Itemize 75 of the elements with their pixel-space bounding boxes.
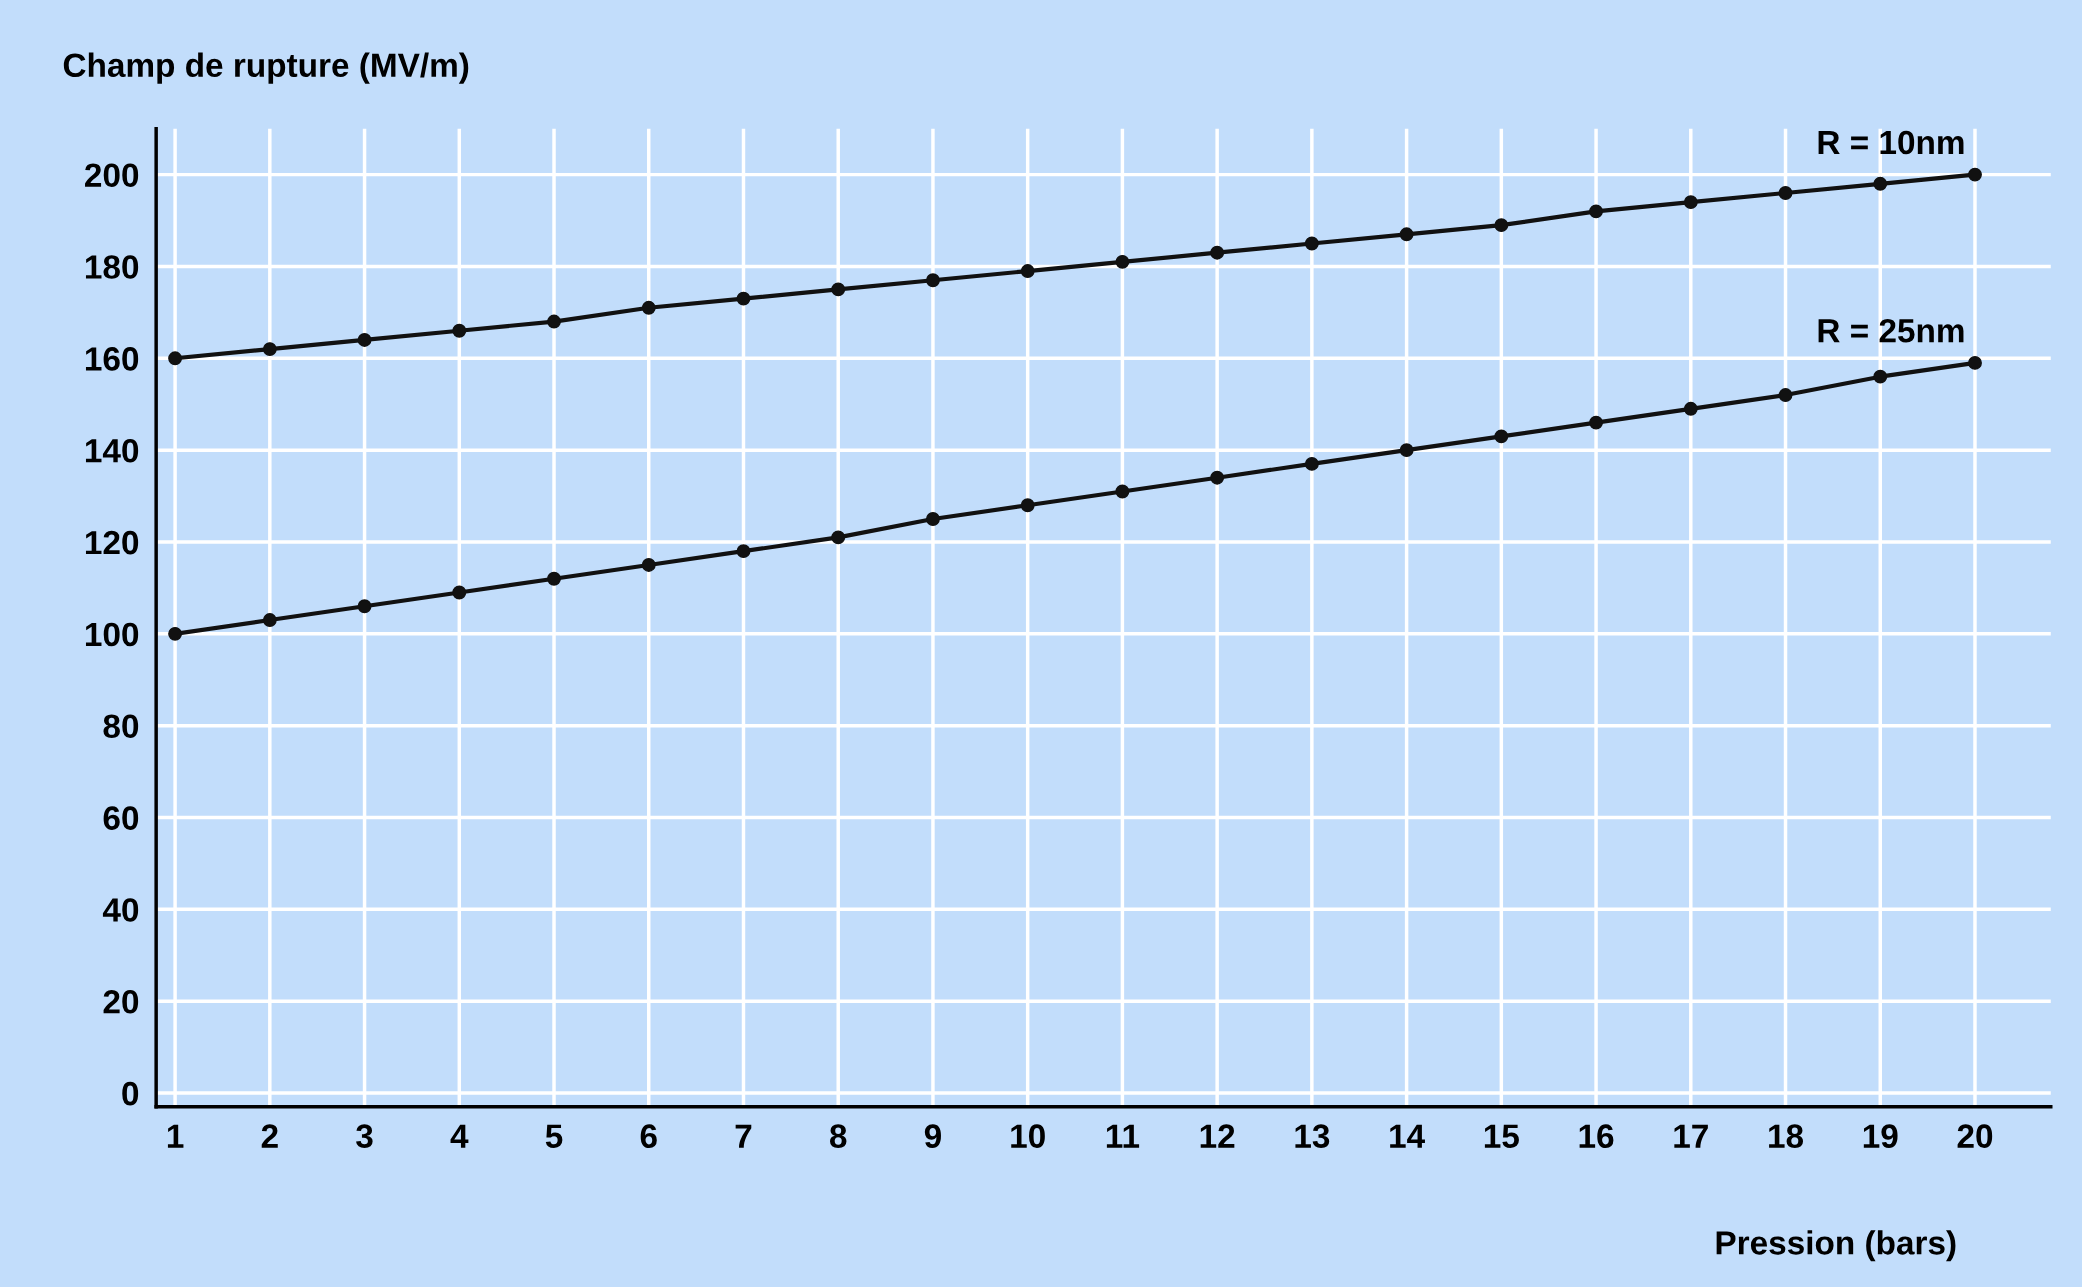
point	[1115, 484, 1130, 499]
x-tick-label: 20	[1957, 1124, 1993, 1148]
point	[1873, 176, 1888, 191]
point	[1494, 218, 1509, 233]
x-tick-label: 13	[1295, 1124, 1330, 1149]
point	[262, 342, 277, 357]
point	[547, 314, 561, 329]
point	[1115, 254, 1130, 269]
point	[168, 626, 183, 641]
x-tick-label: 3	[356, 1124, 373, 1149]
point	[1778, 186, 1793, 200]
point	[1778, 388, 1793, 402]
x-tick-label: 11	[1106, 1124, 1140, 1148]
x-tick-label: 2	[261, 1124, 278, 1148]
x-axis-title: Pression (bars)	[1716, 1230, 1956, 1262]
x-tick-label: 6	[640, 1124, 657, 1148]
point	[1873, 369, 1888, 384]
point	[1210, 245, 1225, 260]
point	[1683, 195, 1698, 210]
x-tick-label: 12	[1200, 1124, 1235, 1148]
x-tick-label: 9	[924, 1124, 941, 1148]
x-tick-label: 5	[545, 1124, 563, 1148]
x-tick-label: 16	[1579, 1124, 1614, 1148]
point	[357, 599, 372, 614]
point	[1210, 470, 1225, 485]
x-tick-label: 1	[167, 1124, 184, 1148]
point	[1020, 498, 1035, 513]
x-tick-label: 18	[1769, 1124, 1804, 1148]
y-tick-label: 180	[85, 255, 139, 279]
point	[1399, 443, 1414, 458]
y-tick-label: 100	[85, 622, 139, 647]
point	[925, 273, 940, 288]
point	[1304, 236, 1319, 251]
x-tick-label: 14	[1390, 1124, 1425, 1148]
x-tick-label: 4	[450, 1124, 469, 1148]
point	[168, 351, 183, 366]
point	[736, 291, 751, 306]
x-tick-label: 10	[1011, 1124, 1045, 1148]
x-tick-label: 19	[1863, 1124, 1898, 1148]
point	[1968, 167, 1982, 182]
y-tick-label: 0	[122, 1081, 139, 1106]
y-tick-label: 40	[102, 898, 139, 922]
y-tick-label: 60	[103, 806, 139, 830]
point	[1494, 429, 1509, 444]
y-tick-label: 80	[103, 714, 139, 739]
point	[736, 544, 751, 559]
y-axis-title: Champ de rupture (MV/m)	[63, 52, 469, 84]
x-tick-label: 7	[735, 1124, 752, 1148]
x-tick-label: 15	[1484, 1124, 1519, 1148]
y-tick-label: 200	[85, 163, 139, 188]
point	[1020, 264, 1035, 279]
point	[641, 558, 656, 572]
series-label: R = 10nm	[1818, 130, 1964, 155]
point	[641, 300, 656, 315]
point	[547, 571, 561, 586]
point	[262, 613, 277, 628]
x-tick-label: 17	[1674, 1124, 1708, 1148]
x-tick-label: 8	[830, 1124, 847, 1148]
y-tick-label: 120	[85, 530, 139, 555]
point	[1304, 456, 1319, 471]
y-tick-label: 20	[103, 990, 139, 1014]
point	[1399, 227, 1414, 242]
point	[1968, 355, 1982, 370]
point	[1589, 204, 1604, 219]
y-tick-label: 140	[85, 438, 139, 463]
y-tick-label: 160	[85, 347, 139, 371]
point	[831, 282, 846, 297]
point	[831, 530, 846, 545]
point	[1589, 415, 1604, 430]
point	[452, 585, 467, 600]
point	[452, 323, 467, 338]
series-label: R = 25nm	[1818, 318, 1964, 343]
point	[357, 332, 372, 347]
point	[925, 512, 940, 526]
point	[1683, 401, 1698, 416]
